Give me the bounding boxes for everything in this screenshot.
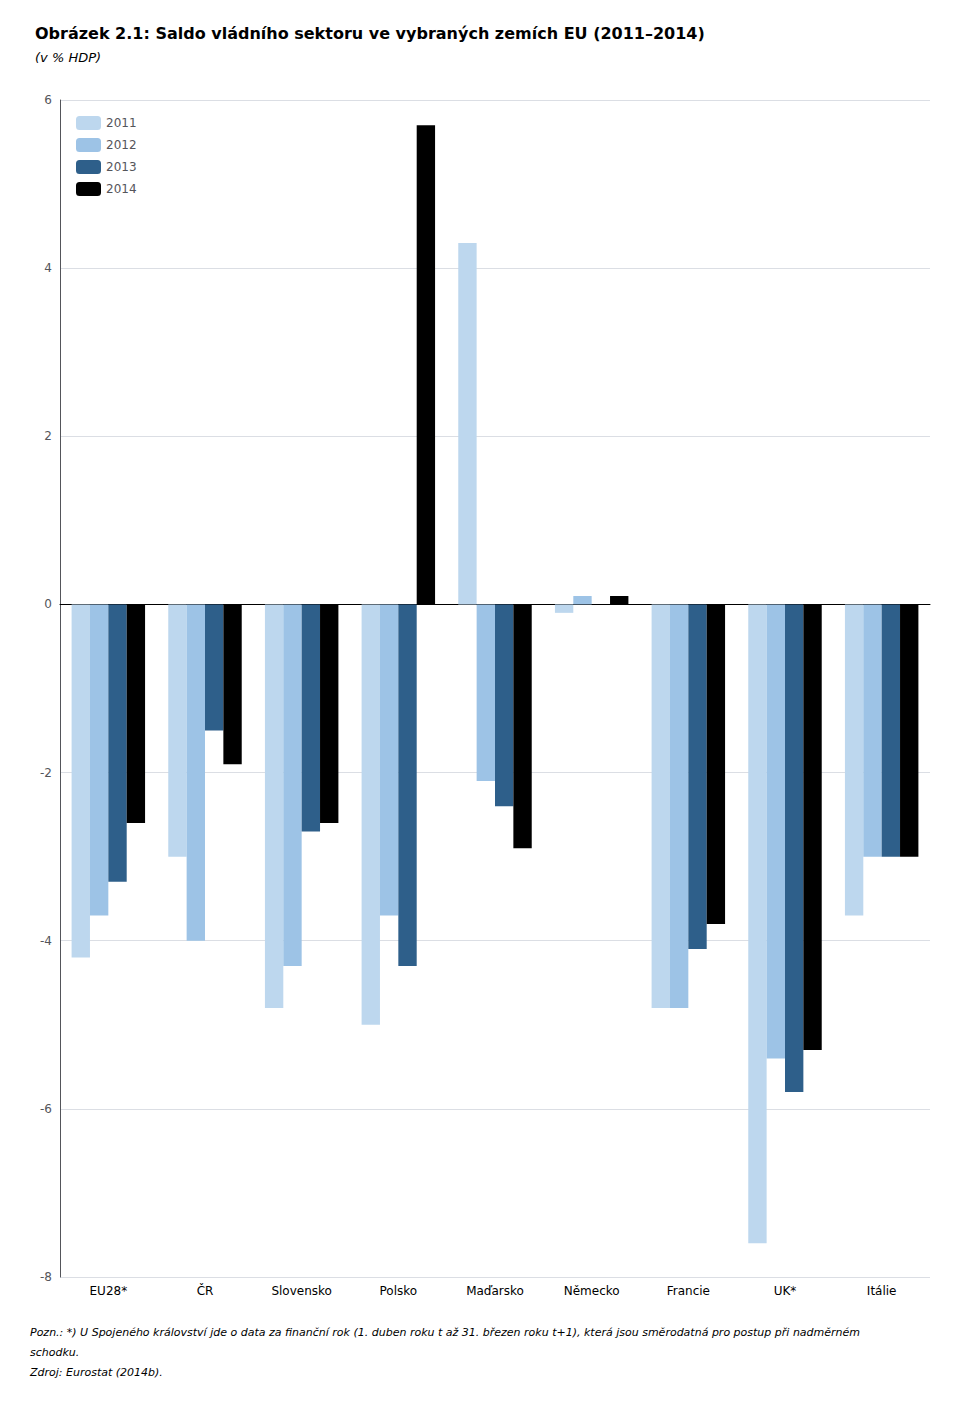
svg-text:EU28*: EU28*: [90, 1284, 128, 1298]
svg-text:Maďarsko: Maďarsko: [466, 1284, 524, 1298]
svg-text:Zdroj: Eurostat (2014b).: Zdroj: Eurostat (2014b).: [29, 1366, 163, 1379]
svg-text:2: 2: [44, 429, 52, 443]
svg-text:Polsko: Polsko: [380, 1284, 418, 1298]
svg-text:Itálie: Itálie: [867, 1284, 897, 1298]
svg-text:2014: 2014: [106, 182, 137, 196]
svg-text:Francie: Francie: [667, 1284, 710, 1298]
svg-text:Německo: Německo: [564, 1284, 620, 1298]
svg-text:-8: -8: [40, 1270, 52, 1284]
svg-text:2012: 2012: [106, 138, 137, 152]
svg-text:Slovensko: Slovensko: [271, 1284, 332, 1298]
svg-text:UK*: UK*: [774, 1284, 797, 1298]
svg-text:-4: -4: [40, 934, 52, 948]
svg-text:ČR: ČR: [197, 1283, 214, 1298]
svg-text:schodku.: schodku.: [30, 1346, 79, 1359]
svg-text:Obrázek 2.1: Saldo vládního se: Obrázek 2.1: Saldo vládního sektoru ve v…: [35, 24, 705, 43]
svg-text:-6: -6: [40, 1102, 52, 1116]
svg-text:2013: 2013: [106, 160, 137, 174]
svg-text:4: 4: [44, 261, 52, 275]
svg-text:-2: -2: [40, 766, 52, 780]
svg-text:Pozn.: *) U Spojeného královst: Pozn.: *) U Spojeného království jde o d…: [30, 1326, 860, 1339]
svg-text:2011: 2011: [106, 116, 137, 130]
svg-text:0: 0: [44, 597, 52, 611]
svg-text:(v % HDP): (v % HDP): [35, 50, 101, 65]
svg-text:6: 6: [44, 93, 52, 107]
